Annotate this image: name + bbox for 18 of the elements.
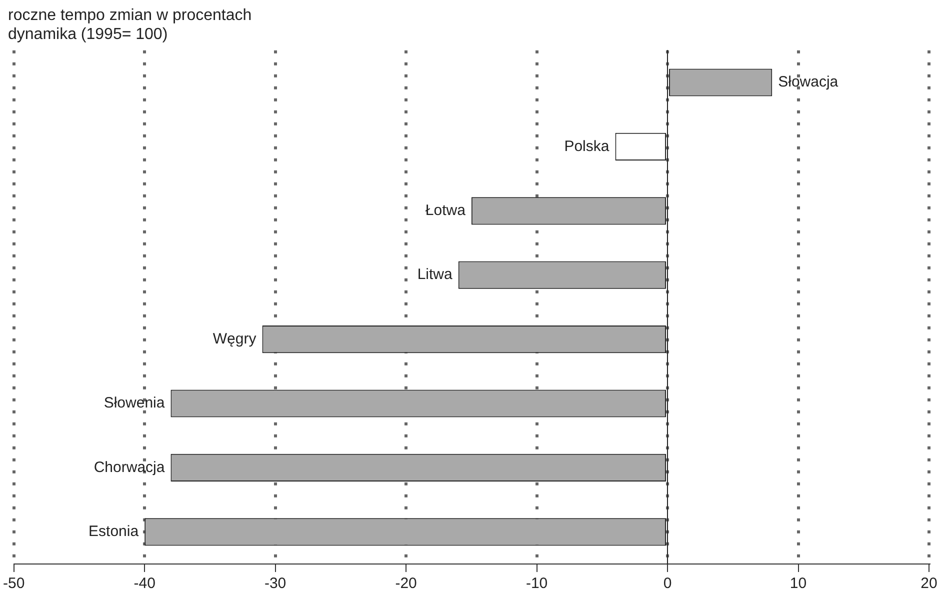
x-tick-label: 0: [663, 575, 672, 592]
x-tick-label: -40: [134, 575, 156, 592]
x-tick-label: 10: [790, 575, 807, 592]
chart-subtitle: dynamika (1995= 100): [8, 26, 168, 44]
y-tick-label: Estonia: [88, 523, 140, 540]
y-tick-label: Chorwacja: [94, 458, 166, 476]
x-tick-label: -10: [526, 575, 548, 592]
x-tick-label: 20: [920, 575, 938, 592]
x-tick-label: -50: [2, 575, 25, 592]
y-tick-label: Polska: [564, 138, 610, 155]
x-tick-label: -20: [395, 575, 417, 592]
y-tick-label: Słowenia: [104, 394, 166, 412]
y-tick-label: Łotwa: [425, 202, 466, 220]
y-tick-label: Węgry: [212, 330, 257, 348]
chart-title: roczne tempo zmian w procentach: [8, 7, 252, 24]
x-tick-label: -30: [264, 575, 286, 592]
y-tick-label: Litwa: [417, 266, 453, 284]
y-tick-label: Słowacja: [778, 74, 839, 91]
